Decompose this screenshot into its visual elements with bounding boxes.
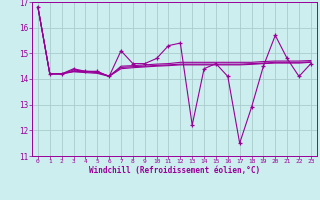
X-axis label: Windchill (Refroidissement éolien,°C): Windchill (Refroidissement éolien,°C) <box>89 166 260 175</box>
